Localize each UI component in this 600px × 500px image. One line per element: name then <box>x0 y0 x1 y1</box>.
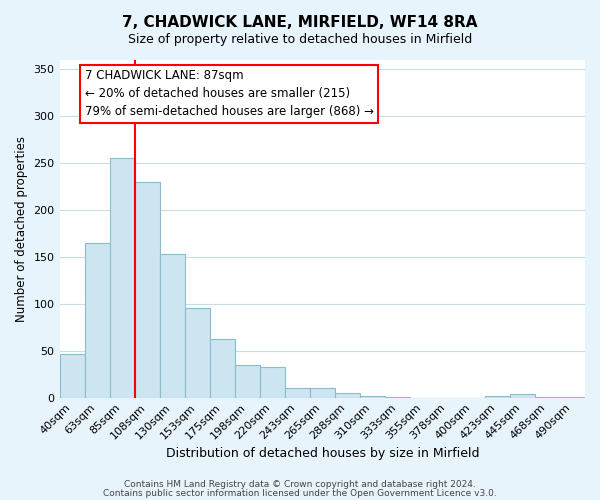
Bar <box>535 396 560 398</box>
Text: Contains public sector information licensed under the Open Government Licence v3: Contains public sector information licen… <box>103 488 497 498</box>
Y-axis label: Number of detached properties: Number of detached properties <box>15 136 28 322</box>
Text: 7 CHADWICK LANE: 87sqm
← 20% of detached houses are smaller (215)
79% of semi-de: 7 CHADWICK LANE: 87sqm ← 20% of detached… <box>85 70 374 118</box>
Bar <box>335 393 360 398</box>
Bar <box>85 243 110 398</box>
Bar <box>560 396 585 398</box>
Bar <box>260 366 285 398</box>
Bar <box>360 396 385 398</box>
Bar <box>285 388 310 398</box>
Bar <box>485 396 510 398</box>
Bar <box>59 354 85 398</box>
Text: 7, CHADWICK LANE, MIRFIELD, WF14 8RA: 7, CHADWICK LANE, MIRFIELD, WF14 8RA <box>122 15 478 30</box>
X-axis label: Distribution of detached houses by size in Mirfield: Distribution of detached houses by size … <box>166 447 479 460</box>
Bar <box>110 158 134 398</box>
Bar <box>160 254 185 398</box>
Bar <box>134 182 160 398</box>
Text: Contains HM Land Registry data © Crown copyright and database right 2024.: Contains HM Land Registry data © Crown c… <box>124 480 476 489</box>
Bar <box>510 394 535 398</box>
Bar <box>235 365 260 398</box>
Bar <box>209 340 235 398</box>
Text: Size of property relative to detached houses in Mirfield: Size of property relative to detached ho… <box>128 32 472 46</box>
Bar <box>310 388 335 398</box>
Bar <box>385 396 410 398</box>
Bar <box>185 308 209 398</box>
